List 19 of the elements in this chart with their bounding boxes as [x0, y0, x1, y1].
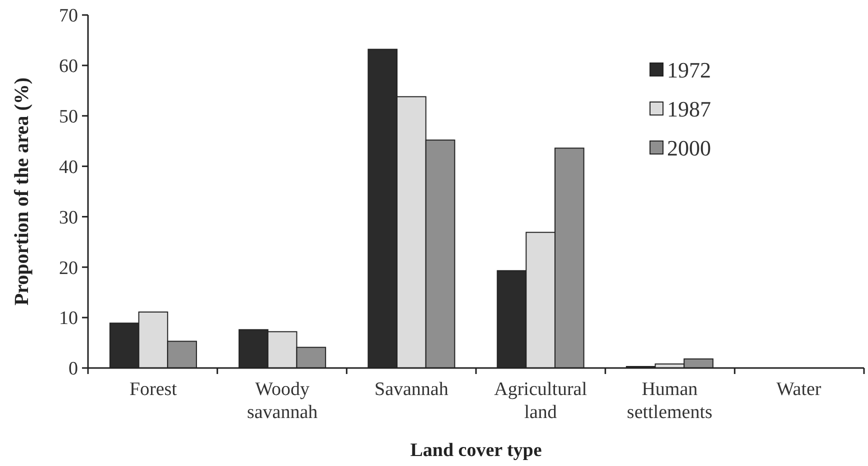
x-tick-label: Savannah: [374, 379, 449, 400]
x-tick-label: Agricultural land: [494, 379, 587, 423]
y-axis-title: Proportion of the area (%): [11, 77, 33, 306]
y-tick-label: 50: [59, 106, 78, 128]
y-tick-label: 40: [59, 156, 78, 178]
x-tick-label: Forest: [129, 379, 178, 400]
x-tick-label: Water: [776, 379, 822, 400]
x-tick-label: Human settlements: [626, 379, 712, 423]
y-tick-label: 10: [59, 308, 78, 330]
y-tick-label: 30: [59, 207, 78, 228]
x-tick-label: Woody savannah: [246, 379, 318, 423]
legend-label: 2000: [667, 136, 711, 161]
y-tick-label: 20: [59, 258, 78, 279]
y-tick-label: 70: [59, 6, 78, 27]
y-tick-label: 0: [68, 358, 78, 380]
y-tick-label: 60: [59, 56, 78, 78]
legend-label: 1972: [667, 58, 711, 83]
x-axis-title: Land cover type: [410, 440, 542, 461]
legend-label: 1987: [667, 96, 711, 122]
